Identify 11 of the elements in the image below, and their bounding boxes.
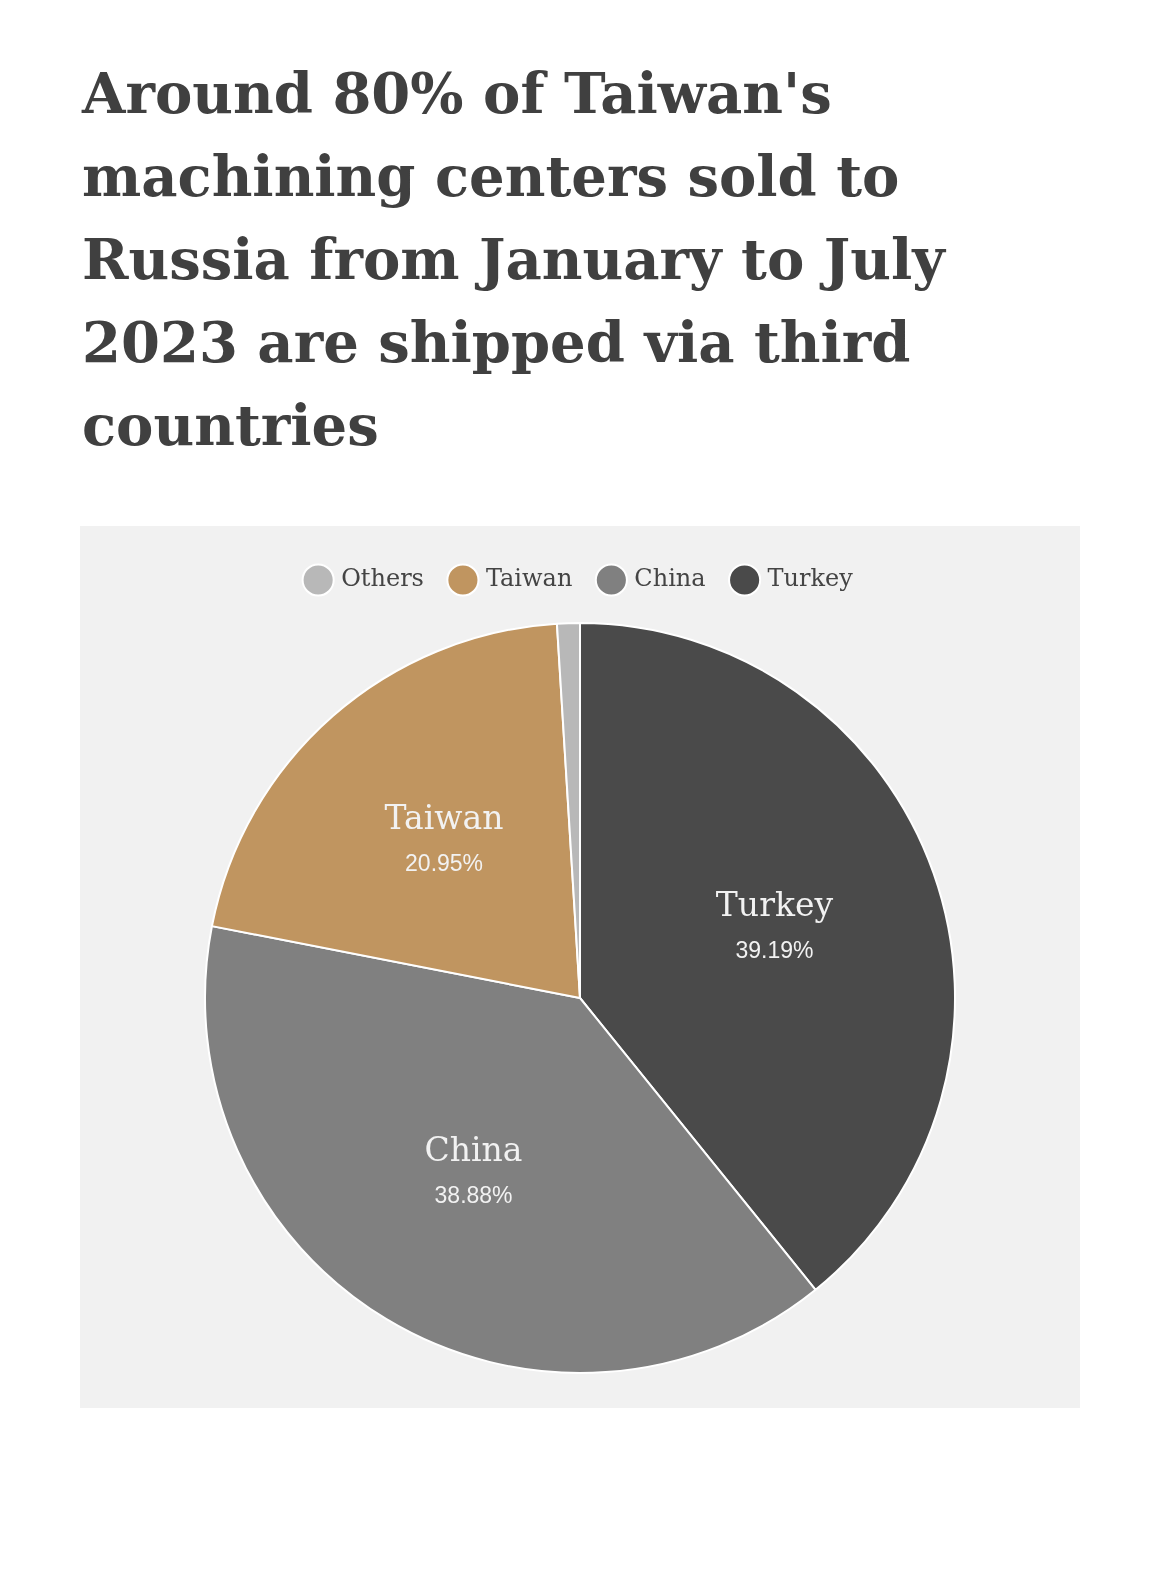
legend-label: Taiwan <box>485 564 573 593</box>
legend-label: Others <box>341 564 424 593</box>
legend-label: Turkey <box>767 564 854 593</box>
slice-label: Taiwan <box>384 798 504 838</box>
data-label: 39.19% <box>735 936 814 963</box>
legend-label: China <box>634 564 706 593</box>
data-label: 38.88% <box>434 1182 513 1209</box>
data-label: 20.95% <box>405 850 484 877</box>
slice-label: Turkey <box>715 884 834 924</box>
slice-label: China <box>424 1130 523 1170</box>
chart-title: Around 80% of Taiwan's machining centers sold to Russia from January to July 2023 are shipped via third countries <box>82 59 947 460</box>
